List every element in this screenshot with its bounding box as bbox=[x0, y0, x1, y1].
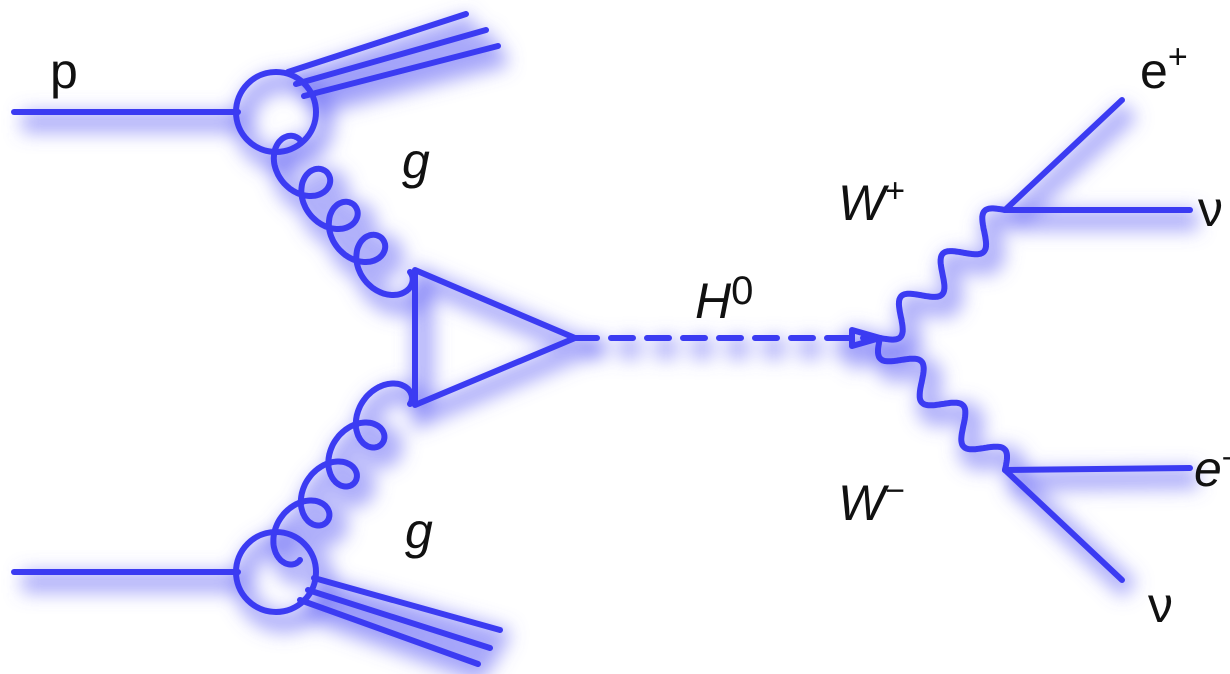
label-sup: 0 bbox=[731, 269, 753, 313]
label-g-top: g bbox=[402, 133, 430, 189]
glow bbox=[22, 13, 1199, 674]
label-sup: + bbox=[1168, 38, 1188, 76]
remnant-line-glow bbox=[304, 599, 490, 674]
remnant-line bbox=[297, 597, 481, 667]
remnant-line bbox=[301, 43, 501, 99]
gluon bbox=[270, 132, 416, 298]
label-text: H bbox=[695, 273, 732, 329]
label-text: W bbox=[838, 175, 890, 231]
w-boson bbox=[877, 205, 1008, 343]
label-text: ν bbox=[1148, 577, 1173, 633]
label-sup: + bbox=[885, 172, 905, 210]
label-w-minus: W− bbox=[838, 472, 905, 531]
arrow-head bbox=[849, 327, 883, 349]
label-positron: e+ bbox=[1140, 38, 1188, 99]
gluon-glow bbox=[270, 382, 431, 586]
label-electron: e- bbox=[1194, 440, 1230, 497]
remnant-line-glow bbox=[309, 45, 509, 117]
label-text: W bbox=[838, 475, 890, 531]
lepton-line bbox=[1002, 97, 1125, 213]
parton-blob bbox=[233, 69, 319, 155]
label-text: e bbox=[1194, 441, 1222, 497]
w-boson-glow bbox=[885, 207, 1016, 361]
w-boson bbox=[875, 335, 1010, 473]
remnant-line bbox=[305, 587, 493, 651]
remnant-line-glow bbox=[319, 577, 511, 651]
lines bbox=[11, 11, 1193, 667]
label-neutrino-top: ν bbox=[1198, 181, 1223, 237]
arrow-head-glow bbox=[849, 325, 929, 371]
label-w-plus: W+ bbox=[838, 172, 905, 231]
remnant-line bbox=[311, 575, 503, 633]
label-sup: − bbox=[885, 472, 905, 510]
label-neutrino-bottom: ν bbox=[1148, 577, 1173, 633]
parton-blob-glow bbox=[233, 71, 335, 173]
quark-loop bbox=[412, 267, 578, 408]
lepton-line bbox=[1002, 467, 1125, 583]
label-sup: - bbox=[1222, 440, 1230, 473]
label-text: e bbox=[1140, 43, 1168, 99]
label-higgs: H0 bbox=[695, 269, 753, 329]
label-text: g bbox=[405, 503, 433, 559]
gluon bbox=[270, 380, 415, 568]
label-p: p bbox=[50, 43, 78, 99]
label-g-bottom: g bbox=[405, 503, 433, 559]
label-text: g bbox=[402, 133, 430, 189]
label-text: ν bbox=[1198, 181, 1223, 237]
lepton-line bbox=[1002, 465, 1193, 473]
quark-loop-glow bbox=[412, 263, 612, 432]
remnant-line bbox=[293, 27, 489, 87]
remnant-line bbox=[285, 11, 469, 75]
lepton-line-glow bbox=[1005, 101, 1138, 229]
label-text: p bbox=[50, 43, 78, 99]
parton-blob bbox=[233, 529, 319, 615]
w-boson-glow bbox=[875, 345, 1026, 483]
remnant-line-glow bbox=[312, 589, 502, 669]
remnant-line-glow bbox=[292, 13, 478, 93]
lepton-line-glow bbox=[1012, 467, 1199, 491]
